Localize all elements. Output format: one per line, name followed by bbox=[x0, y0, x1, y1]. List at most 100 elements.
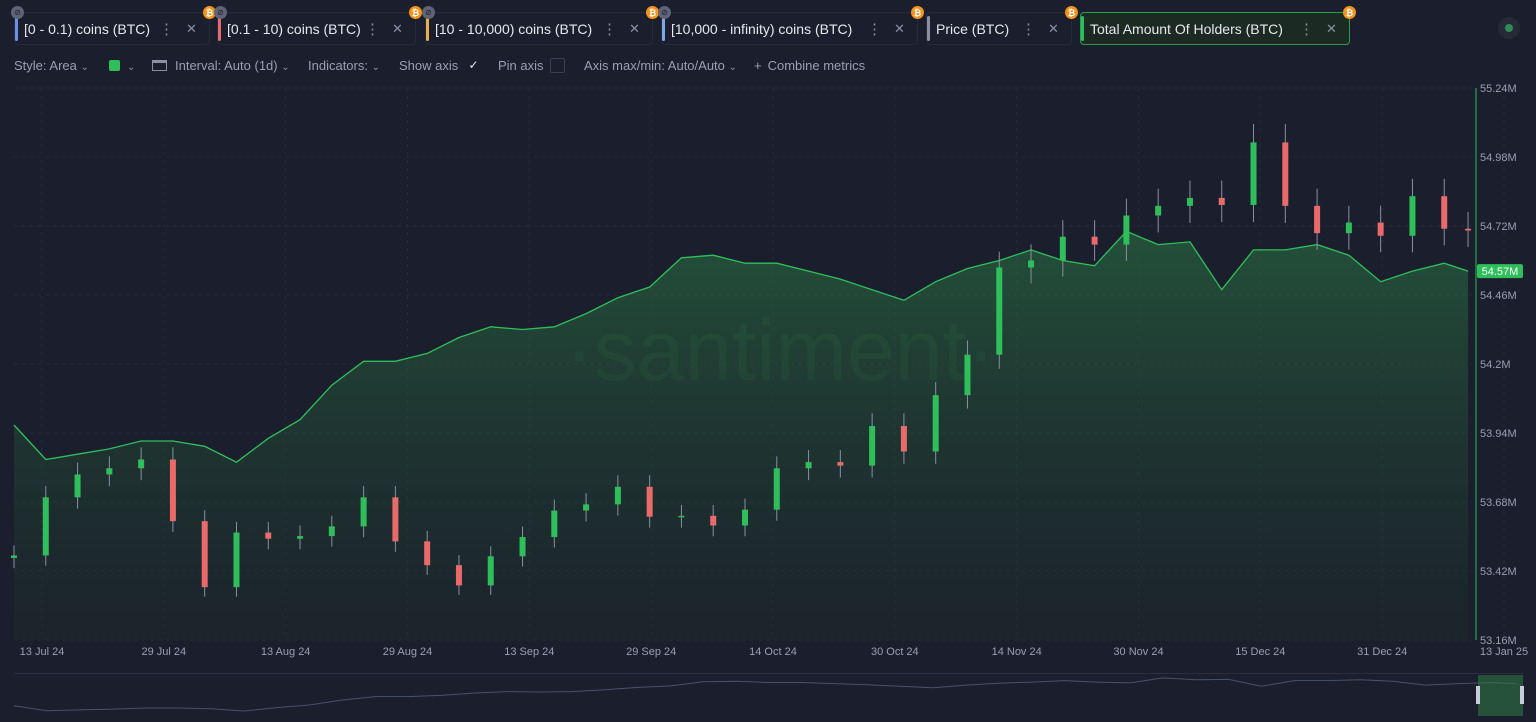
candle-body bbox=[1059, 236, 1066, 261]
x-tick-label: 30 Nov 24 bbox=[1113, 646, 1163, 658]
chart-toolbar: Style: Area ⌄ ⌄ Interval: Auto (1d) ⌄ In… bbox=[0, 57, 1536, 75]
y-tick-label: 54.2M bbox=[1480, 359, 1511, 371]
status-indicator bbox=[1498, 17, 1520, 39]
hidden-eye-icon[interactable]: ⊘ bbox=[214, 6, 227, 19]
tab-label: [0.1 - 10) coins (BTC) bbox=[227, 20, 361, 37]
chevron-down-icon: ⌄ bbox=[80, 62, 89, 73]
candle-body bbox=[1409, 196, 1416, 236]
chevron-down-icon: ⌄ bbox=[281, 62, 290, 73]
candle-body bbox=[1282, 142, 1289, 206]
chevron-down-icon: ⌄ bbox=[371, 62, 380, 73]
candle-body bbox=[964, 354, 971, 396]
y-tick-label: 53.16M bbox=[1480, 635, 1517, 647]
x-tick-label: 31 Dec 24 bbox=[1357, 646, 1407, 658]
candle-body bbox=[265, 532, 272, 539]
tab-color-bar bbox=[1081, 16, 1084, 41]
hidden-eye-icon[interactable]: ⊘ bbox=[11, 6, 24, 19]
candle-body bbox=[1345, 222, 1352, 234]
candle-body bbox=[201, 521, 208, 588]
close-icon[interactable]: ✕ bbox=[186, 20, 197, 36]
x-tick-label: 29 Aug 24 bbox=[383, 646, 433, 658]
interval-dropdown[interactable]: Interval: Auto (1d) ⌄ bbox=[152, 58, 290, 73]
candle-body bbox=[424, 541, 431, 566]
navigator-handle[interactable] bbox=[1520, 686, 1524, 704]
x-tick-label: 15 Dec 24 bbox=[1235, 646, 1285, 658]
bitcoin-icon: ₿ bbox=[1065, 6, 1078, 19]
candle-body bbox=[551, 510, 558, 537]
tab-color-bar bbox=[426, 16, 429, 41]
candle-body bbox=[487, 556, 494, 586]
show-axis-checkbox[interactable]: ✓ bbox=[468, 58, 479, 72]
chevron-down-icon: ⌄ bbox=[728, 62, 737, 73]
x-tick-label: 29 Sep 24 bbox=[626, 646, 676, 658]
bitcoin-icon: ₿ bbox=[409, 6, 422, 19]
chart-area[interactable]: ·santiment·55.24M54.98M54.72M54.46M54.2M… bbox=[0, 80, 1536, 672]
candle-body bbox=[869, 426, 876, 466]
interval-label: Interval: Auto (1d) bbox=[175, 58, 278, 73]
candle-body bbox=[1186, 197, 1193, 206]
combine-metrics-button[interactable]: + Combine metrics bbox=[754, 58, 865, 73]
tab-4[interactable]: [10,000 - infinity) coins (BTC) ⋮ ✕ ₿ ⊘ bbox=[658, 6, 924, 45]
tab-2[interactable]: [0.1 - 10) coins (BTC) ⋮ ✕ ₿ ⊘ bbox=[214, 6, 422, 45]
tab-label: [10,000 - infinity) coins (BTC) bbox=[671, 20, 853, 37]
candle-body bbox=[519, 536, 526, 557]
style-dropdown[interactable]: Style: Area ⌄ bbox=[14, 58, 89, 73]
axis-range-dropdown[interactable]: Axis max/min: Auto/Auto ⌄ bbox=[584, 58, 737, 73]
navigator-handle[interactable] bbox=[1476, 686, 1480, 704]
pin-axis-label: Pin axis bbox=[498, 58, 544, 73]
tab-color-bar bbox=[15, 16, 18, 41]
candle-body bbox=[11, 555, 17, 558]
candle-body bbox=[328, 526, 335, 537]
indicators-dropdown[interactable]: Indicators: ⌄ bbox=[308, 58, 380, 73]
candle-body bbox=[678, 515, 685, 518]
more-options-icon[interactable]: ⋮ bbox=[602, 20, 617, 38]
close-icon[interactable]: ✕ bbox=[392, 20, 403, 36]
plus-icon: + bbox=[754, 58, 762, 73]
color-swatch[interactable] bbox=[109, 60, 120, 71]
y-tick-label: 54.98M bbox=[1480, 152, 1517, 164]
tab-6[interactable]: Total Amount Of Holders (BTC) ⋮ ✕ ₿ bbox=[1080, 6, 1356, 45]
close-icon[interactable]: ✕ bbox=[1326, 20, 1337, 36]
candle-body bbox=[42, 497, 49, 556]
tab-5[interactable]: Price (BTC) ⋮ ✕ ₿ bbox=[926, 6, 1078, 45]
tab-1[interactable]: [0 - 0.1) coins (BTC) ⋮ ✕ ₿ ⊘ bbox=[11, 6, 216, 45]
candle-body bbox=[1218, 197, 1225, 205]
hidden-eye-icon[interactable]: ⊘ bbox=[658, 6, 671, 19]
close-icon[interactable]: ✕ bbox=[629, 20, 640, 36]
candle-body bbox=[392, 497, 399, 542]
style-label: Style: Area bbox=[14, 58, 77, 73]
pin-axis-checkbox[interactable] bbox=[550, 58, 565, 73]
candle-body bbox=[1314, 205, 1321, 234]
holders-area-fill bbox=[14, 231, 1469, 641]
bitcoin-icon: ₿ bbox=[203, 6, 216, 19]
candle-body bbox=[74, 474, 81, 498]
more-options-icon[interactable]: ⋮ bbox=[365, 20, 380, 38]
candle-body bbox=[932, 395, 939, 452]
close-icon[interactable]: ✕ bbox=[1048, 20, 1059, 36]
candle-body bbox=[996, 267, 1003, 355]
candle-body bbox=[233, 532, 240, 588]
navigator-selection[interactable] bbox=[1478, 675, 1523, 716]
x-tick-label: 13 Jan 25 bbox=[1480, 646, 1528, 658]
tab-label: Total Amount Of Holders (BTC) bbox=[1090, 20, 1283, 37]
candle-body bbox=[106, 468, 113, 475]
x-tick-label: 14 Oct 24 bbox=[749, 646, 797, 658]
candle-body bbox=[900, 426, 907, 452]
last-value-badge bbox=[1477, 264, 1523, 279]
x-tick-label: 13 Jul 24 bbox=[20, 646, 65, 658]
color-dropdown-chevron-icon[interactable]: ⌄ bbox=[127, 62, 136, 73]
close-icon[interactable]: ✕ bbox=[894, 20, 905, 36]
tab-3[interactable]: [10 - 10,000) coins (BTC) ⋮ ✕ ₿ ⊘ bbox=[422, 6, 659, 45]
axis-range-label: Axis max/min: Auto/Auto bbox=[584, 58, 725, 73]
indicators-label: Indicators: bbox=[308, 58, 368, 73]
hidden-eye-icon[interactable]: ⊘ bbox=[422, 6, 435, 19]
more-options-icon[interactable]: ⋮ bbox=[1021, 20, 1036, 38]
candle-body bbox=[1155, 205, 1162, 216]
more-options-icon[interactable]: ⋮ bbox=[159, 20, 174, 38]
time-navigator[interactable] bbox=[13, 673, 1524, 717]
candle-body bbox=[1465, 228, 1472, 231]
candle-body bbox=[1250, 142, 1257, 205]
more-options-icon[interactable]: ⋮ bbox=[867, 20, 882, 38]
tab-color-bar bbox=[218, 16, 221, 41]
more-options-icon[interactable]: ⋮ bbox=[1299, 20, 1314, 38]
